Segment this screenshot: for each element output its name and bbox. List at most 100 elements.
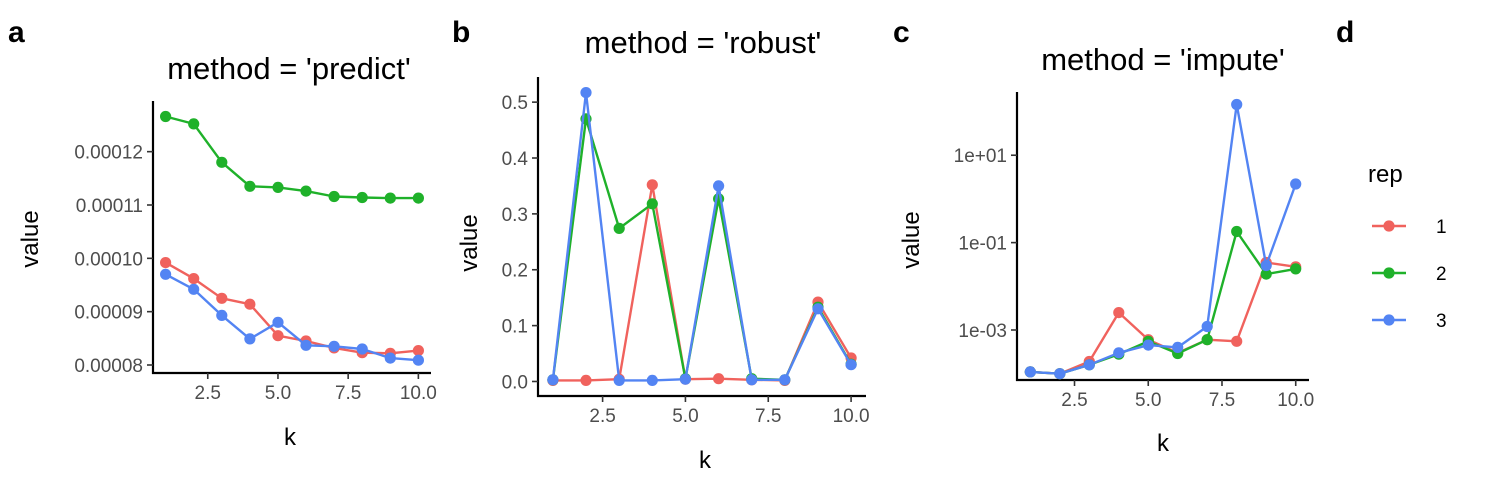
- data-point-rep-2: [1260, 268, 1272, 280]
- data-point-rep-3: [300, 339, 312, 351]
- y-tick-label: 0.1: [502, 317, 528, 338]
- data-point-rep-2: [1231, 225, 1243, 238]
- x-tick-label: 5.0: [1135, 390, 1161, 411]
- series-line-rep-2: [551, 117, 853, 381]
- data-point-rep-1: [580, 374, 592, 386]
- data-point-rep-3: [1172, 341, 1184, 353]
- data-point-rep-3: [188, 283, 200, 295]
- data-point-rep-1: [713, 373, 725, 385]
- plot-area-a: 2.5 5.0 7.5 10.0 0.00008 0.00009 0.00010 0.0001…: [74, 101, 437, 404]
- y-tick-label: 0.5: [502, 93, 528, 114]
- data-point-rep-2: [412, 192, 424, 204]
- panel-letter-a: a: [8, 16, 25, 49]
- data-point-rep-2: [272, 181, 284, 193]
- data-point-rep-3: [1260, 259, 1272, 272]
- data-point-rep-3: [1113, 347, 1125, 359]
- series-line-rep-3: [165, 273, 419, 362]
- panel-c: c method = 'impute' k value 2.5 5.0 7.5 10.…: [893, 16, 1314, 457]
- data-point-rep-3: [1201, 320, 1213, 333]
- data-point-rep-3: [613, 374, 625, 386]
- x-tick-label: 7.5: [1209, 390, 1235, 411]
- data-point-rep-1: [1231, 335, 1243, 347]
- y-tick-label: 0.00010: [74, 249, 143, 270]
- data-point-rep-3: [845, 359, 857, 371]
- x-tick-label: 10.0: [833, 406, 870, 427]
- x-tick-label: 5.0: [672, 406, 698, 427]
- data-point-rep-2: [1201, 334, 1213, 346]
- data-point-rep-1: [272, 330, 284, 342]
- panel-title-c: method = 'impute': [1041, 42, 1285, 77]
- data-point-rep-2: [300, 185, 312, 197]
- series-line-rep-3: [551, 91, 853, 382]
- data-point-rep-3: [412, 354, 424, 366]
- data-point-rep-2: [613, 222, 625, 234]
- legend-label: 3: [1436, 311, 1447, 332]
- y-tick-label: 0.00012: [74, 143, 143, 164]
- y-tick-label: 1e-01: [958, 234, 1007, 255]
- y-axis-title-a: value: [17, 210, 44, 267]
- data-point-rep-3: [216, 309, 228, 321]
- data-point-rep-1: [160, 257, 172, 269]
- plot-area-b: 2.5 5.0 7.5 10.0 0.0 0.1 0.2 0.3 0.4 0.5: [502, 77, 870, 427]
- legend-key-point: [1383, 220, 1395, 232]
- panel-b: b method = 'robust' k value 2.5 5.0 7.5 10.…: [452, 16, 870, 474]
- x-tick-label: 2.5: [1061, 390, 1087, 411]
- legend-key-point: [1383, 267, 1395, 279]
- data-point-rep-2: [216, 156, 228, 168]
- legend-entries: 1 2 3: [1372, 217, 1447, 332]
- data-point-rep-2: [646, 198, 658, 210]
- data-point-rep-3: [779, 374, 791, 386]
- y-tick-label: 0.2: [502, 261, 528, 282]
- legend-title: rep: [1368, 161, 1403, 188]
- data-point-rep-3: [713, 180, 725, 192]
- panel-title-a: method = 'predict': [167, 51, 411, 86]
- data-point-rep-3: [1231, 98, 1243, 111]
- data-point-rep-3: [580, 87, 592, 99]
- data-point-rep-1: [1113, 307, 1125, 319]
- x-tick-label: 2.5: [195, 383, 221, 404]
- y-tick-label: 0.00009: [74, 303, 143, 324]
- panel-letter-d: d: [1336, 16, 1354, 49]
- data-point-rep-3: [244, 333, 256, 345]
- data-point-rep-2: [244, 180, 256, 192]
- data-point-rep-3: [356, 343, 368, 355]
- series-line-rep-1: [1030, 261, 1296, 375]
- data-point-rep-2: [328, 190, 340, 203]
- data-point-rep-3: [1083, 359, 1095, 371]
- panel-title-b: method = 'robust': [585, 25, 822, 60]
- y-tick-label: 0.4: [502, 149, 529, 170]
- data-point-rep-3: [646, 374, 658, 386]
- x-axis-title-a: k: [284, 424, 297, 451]
- x-axis-title-c: k: [1157, 430, 1170, 457]
- data-point-rep-3: [679, 373, 692, 385]
- data-point-rep-3: [328, 340, 340, 352]
- data-point-rep-1: [646, 179, 658, 191]
- data-point-rep-3: [272, 316, 284, 328]
- data-point-rep-3: [547, 374, 559, 386]
- panel-letter-b: b: [452, 16, 470, 49]
- x-tick-label: 2.5: [589, 406, 615, 427]
- data-point-rep-3: [1024, 366, 1036, 378]
- series-line-rep-2: [1030, 230, 1296, 375]
- data-point-rep-3: [384, 352, 396, 364]
- data-point-rep-1: [216, 292, 228, 304]
- data-point-rep-2: [188, 118, 200, 130]
- data-point-rep-3: [812, 303, 824, 315]
- y-tick-label: 0.0: [502, 372, 528, 393]
- data-point-rep-2: [356, 191, 368, 204]
- y-tick-label: 0.00008: [74, 356, 143, 377]
- y-tick-label: 1e+01: [954, 146, 1007, 167]
- data-point-rep-3: [746, 374, 758, 386]
- series-line-rep-3: [1030, 103, 1297, 375]
- plot-area-c: 2.5 5.0 7.5 10.0 1e-03 1e-01 1e+01: [954, 92, 1314, 411]
- data-point-rep-2: [1290, 263, 1302, 275]
- legend-key-point: [1383, 314, 1395, 326]
- series-line-rep-2: [165, 115, 419, 200]
- legend-label: 2: [1436, 264, 1447, 285]
- data-point-rep-1: [412, 345, 424, 357]
- y-axis-title-c: value: [898, 211, 925, 268]
- y-tick-label: 0.00011: [76, 196, 143, 217]
- y-axis-title-b: value: [456, 214, 483, 271]
- x-tick-label: 7.5: [335, 383, 361, 404]
